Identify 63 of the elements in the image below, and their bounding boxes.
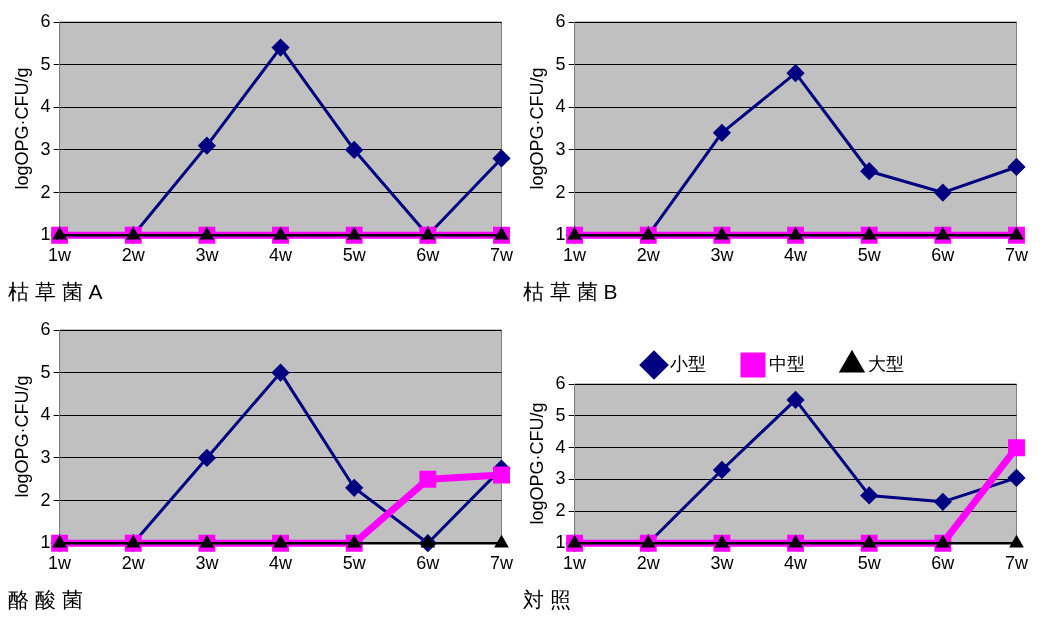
x-tick-label: 5w [342, 244, 367, 265]
x-tick-label: 5w [857, 552, 882, 573]
y-tick-label: 6 [555, 372, 566, 393]
legend-label: 小型 [670, 353, 706, 374]
y-tick-label: 5 [40, 53, 51, 74]
x-tick-label: 7w [489, 244, 514, 265]
x-tick-label: 4w [784, 552, 809, 573]
x-tick-label: 4w [269, 552, 294, 573]
x-tick-label: 1w [563, 244, 588, 265]
x-tick-label: 4w [269, 244, 294, 265]
x-tick-label: 6w [931, 244, 956, 265]
y-tick-label: 5 [555, 404, 566, 425]
y-tick-label: 3 [555, 138, 566, 159]
x-tick-label: 3w [195, 552, 220, 573]
x-tick-label: 2w [121, 552, 146, 573]
y-tick-label: 1 [555, 224, 566, 245]
x-tick-label: 3w [195, 244, 220, 265]
x-tick-label: 5w [857, 244, 882, 265]
text: 枯 草 菌 B [523, 280, 618, 304]
x-tick-label: 4w [784, 244, 809, 265]
y-tick-label: 4 [555, 96, 566, 117]
y-tick-label: 6 [555, 10, 566, 31]
y-axis-title: logOPG·CFU/g [526, 67, 547, 190]
x-tick-label: 3w [710, 244, 735, 265]
x-tick-label: 2w [121, 244, 146, 265]
y-tick-label: 4 [555, 436, 566, 457]
x-tick-label: 7w [1004, 244, 1029, 265]
y-tick-label: 4 [40, 404, 51, 425]
y-tick-label: 2 [40, 181, 51, 202]
x-tick-label: 2w [636, 552, 661, 573]
text: 対 照 [523, 588, 571, 612]
text: 枯 草 菌 A [8, 280, 103, 304]
x-tick-label: 1w [563, 552, 588, 573]
y-tick-label: 1 [555, 532, 566, 553]
legend-label: 大型 [868, 353, 904, 374]
x-tick-label: 2w [636, 244, 661, 265]
x-tick-label: 7w [489, 552, 514, 573]
y-tick-label: 6 [40, 10, 51, 31]
y-tick-label: 1 [40, 532, 51, 553]
x-tick-label: 1w [48, 244, 73, 265]
y-tick-label: 5 [40, 361, 51, 382]
x-tick-label: 5w [342, 552, 367, 573]
y-axis-title: logOPG·CFU/g [11, 375, 32, 498]
x-tick-label: 6w [416, 244, 441, 265]
y-axis-title: logOPG·CFU/g [526, 402, 547, 525]
x-tick-label: 3w [710, 552, 735, 573]
y-tick-label: 2 [555, 181, 566, 202]
y-tick-label: 2 [40, 489, 51, 510]
y-tick-label: 3 [40, 446, 51, 467]
text: 酪 酸 菌 [8, 588, 83, 612]
y-tick-label: 3 [40, 138, 51, 159]
x-tick-label: 6w [931, 552, 956, 573]
x-tick-label: 7w [1004, 552, 1029, 573]
y-tick-label: 1 [40, 224, 51, 245]
y-tick-label: 3 [555, 468, 566, 489]
y-tick-label: 4 [40, 96, 51, 117]
legend-label: 中型 [769, 353, 805, 374]
y-axis-title: logOPG·CFU/g [11, 67, 32, 190]
x-tick-label: 6w [416, 552, 441, 573]
y-tick-label: 2 [555, 500, 566, 521]
y-tick-label: 5 [555, 53, 566, 74]
x-tick-label: 1w [48, 552, 73, 573]
y-tick-label: 6 [40, 318, 51, 339]
